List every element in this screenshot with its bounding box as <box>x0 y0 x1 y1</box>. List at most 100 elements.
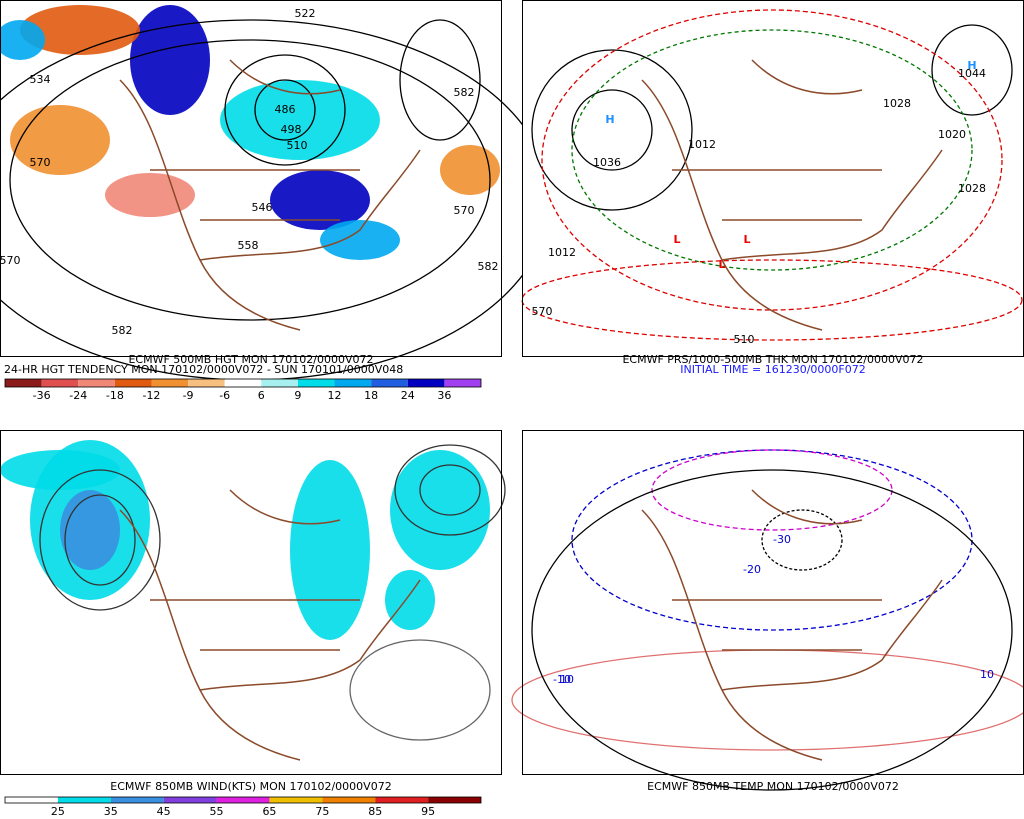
colorbar-segment <box>41 379 79 387</box>
colorbar-segment <box>375 797 429 803</box>
colorbar-label: 12 <box>328 389 342 402</box>
colorbar-label: -18 <box>106 389 124 402</box>
shaded-area <box>220 80 380 160</box>
panel: ECMWF 850MB WIND(KTS) MON 170102/0000V07… <box>0 430 506 818</box>
contour <box>394 444 506 536</box>
colorbar-label: 85 <box>368 805 382 818</box>
contour <box>571 29 973 271</box>
contour <box>651 449 893 531</box>
shaded-area <box>105 173 195 217</box>
colorbar-label: 95 <box>421 805 435 818</box>
contour <box>9 39 491 321</box>
shaded-area <box>60 490 120 570</box>
colorbar-label: 35 <box>104 805 118 818</box>
contour-label: 10 <box>560 673 574 686</box>
colorbar-segment <box>163 797 217 803</box>
coastline <box>641 489 943 761</box>
colorbar: 25 35 45 55 65 75 85 95 <box>4 796 482 818</box>
colorbar-segment <box>428 797 481 803</box>
colorbar-label: 55 <box>210 805 224 818</box>
contour-label: 1036 <box>593 156 621 169</box>
colorbar-segment <box>151 379 189 387</box>
contour <box>521 259 1023 341</box>
shaded-area <box>390 450 490 570</box>
contour-label: L <box>743 233 750 246</box>
colorbar-segment <box>444 379 481 387</box>
colorbar-label: -9 <box>183 389 194 402</box>
map-border <box>0 0 502 357</box>
coastline <box>119 489 421 761</box>
colorbar-label: 25 <box>51 805 65 818</box>
contour-label: L <box>673 233 680 246</box>
shaded-area <box>0 20 45 60</box>
colorbar-label: 45 <box>157 805 171 818</box>
colorbar-label: 24 <box>401 389 415 402</box>
colorbar-segment <box>334 379 372 387</box>
colorbar-label: 36 <box>437 389 451 402</box>
colorbar-label: 18 <box>364 389 378 402</box>
contour-label: 510 <box>287 139 308 152</box>
colorbar-border <box>4 378 482 388</box>
colorbar-segment <box>371 379 408 387</box>
shaded-area <box>440 145 500 195</box>
colorbar-segment <box>322 797 376 803</box>
contour <box>224 54 346 166</box>
colorbar-segment <box>110 797 164 803</box>
contour-label: 1012 <box>548 246 576 259</box>
shaded-area <box>290 460 370 640</box>
colorbar-segment <box>188 379 225 387</box>
contour-label: -20 <box>743 563 761 576</box>
panel: 522 534 570 546 558 582 570 582 486 498 510 570 582 E… <box>0 0 551 402</box>
caption: ECMWF 500MB HGT MON 170102/0000V072 <box>128 353 373 366</box>
contour <box>531 469 1013 791</box>
caption: 24-HR HGT TENDENCY MON 170102/0000V072 -… <box>4 363 403 376</box>
contour-label: 1020 <box>938 128 966 141</box>
contour <box>349 639 491 741</box>
colorbar-segment <box>5 797 58 803</box>
shaded-area <box>0 450 120 490</box>
colorbar-label: -12 <box>142 389 160 402</box>
colorbar-label: 65 <box>262 805 276 818</box>
caption: ECMWF 850MB TEMP MON 170102/0000V072 <box>647 780 899 793</box>
contour-label: 498 <box>281 123 302 136</box>
contour-label: 558 <box>238 239 259 252</box>
map-background <box>522 430 1024 775</box>
contour-label: 534 <box>30 73 51 86</box>
colorbar-segment <box>261 379 298 387</box>
colorbar-segment <box>78 379 115 387</box>
colorbar-label: 6 <box>258 389 265 402</box>
contour-label: 546 <box>252 201 273 214</box>
contour-label: 1044 <box>958 67 986 80</box>
contour-label: H <box>967 59 976 72</box>
shaded-area <box>385 570 435 630</box>
contour-label: 570 <box>30 156 51 169</box>
map-background <box>0 0 502 357</box>
colorbar-segment <box>5 379 42 387</box>
coastline <box>119 59 421 331</box>
contour-label: 570 <box>454 204 475 217</box>
contour-label: -30 <box>773 533 791 546</box>
colorbar-segment <box>57 797 111 803</box>
colorbar-segment <box>407 379 445 387</box>
contour <box>64 494 136 586</box>
contour-label: 10 <box>980 668 994 681</box>
shaded-area <box>20 5 140 55</box>
colorbar-label: 75 <box>315 805 329 818</box>
contour-label: 522 <box>295 7 316 20</box>
colorbar: -36 -24 -18 -12 -9 -6 6 9 12 18 24 36 <box>4 378 482 402</box>
map-border <box>0 430 502 775</box>
shaded-area <box>320 220 400 260</box>
contour-label: L <box>718 258 725 271</box>
colorbar-label: 9 <box>294 389 301 402</box>
caption: INITIAL TIME = 161230/0000F072 <box>680 363 865 376</box>
colorbar-label: -6 <box>219 389 230 402</box>
contour <box>931 24 1013 116</box>
map: 1036 1044 1028 1028 1012 1012 1020 570 510 H H L L L <box>521 0 1024 357</box>
colorbar-segment <box>114 379 152 387</box>
contour-label: 570 <box>0 254 21 267</box>
panel: -10 -20 -30 10 10 ECMWF 850MB TEMP MON 170102… <box>511 430 1024 793</box>
caption: ECMWF PRS/1000-500MB THK MON 170102/0000… <box>622 353 923 366</box>
colorbar-label: -24 <box>69 389 87 402</box>
map: 522 534 570 546 558 582 570 582 486 498 510 570 582 <box>0 0 551 381</box>
